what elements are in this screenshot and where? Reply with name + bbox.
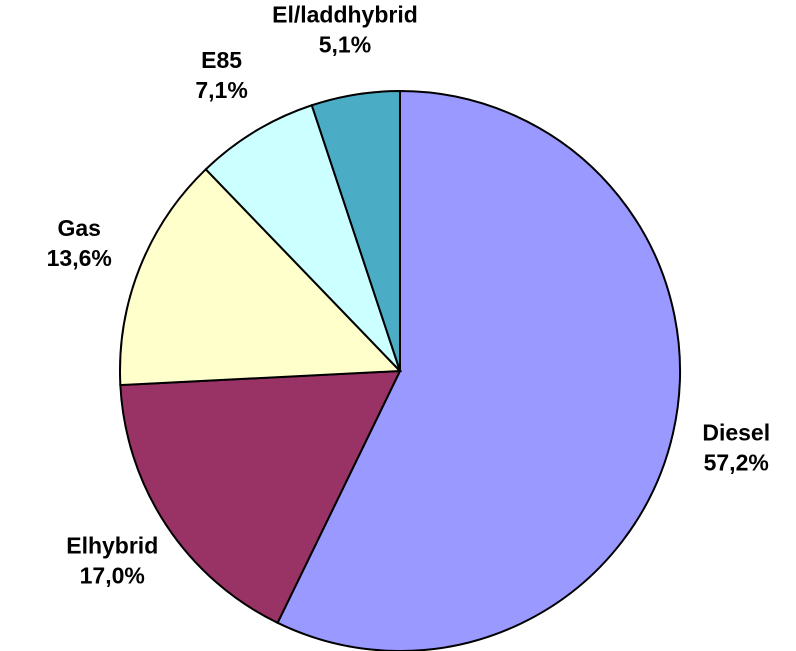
value-label: 7,1%: [195, 77, 247, 103]
slice-label: E85: [201, 47, 242, 73]
value-label: 13,6%: [47, 245, 112, 271]
pie-slice: [276, 89, 681, 651]
slice-label: Elhybrid: [66, 532, 158, 558]
value-label: 5,1%: [319, 31, 371, 57]
pie-slice: [310, 89, 401, 372]
pie-slice: [119, 167, 403, 387]
pie-slice: [119, 369, 402, 625]
slice-label: Gas: [57, 215, 100, 241]
slice-label: El/laddhybrid: [272, 1, 418, 27]
slice-label: Diesel: [702, 419, 770, 445]
pie-slice: [204, 103, 401, 372]
value-label: 17,0%: [80, 562, 145, 588]
value-label: 57,2%: [704, 449, 769, 475]
